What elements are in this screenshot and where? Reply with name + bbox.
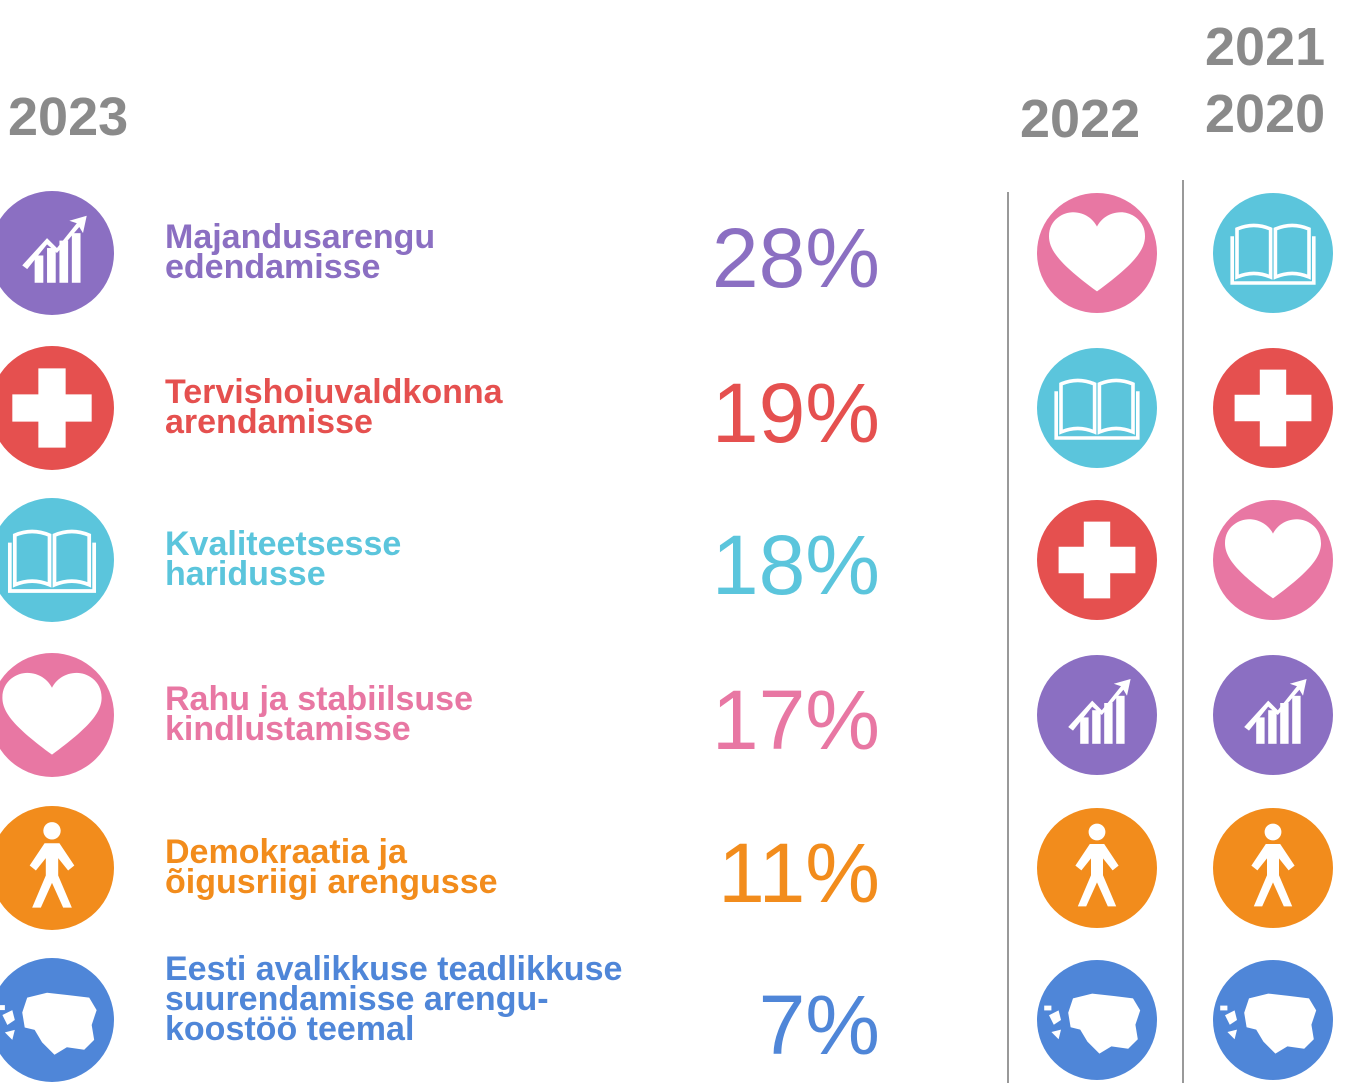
item-label: arendamisse <box>165 403 373 441</box>
item-percent: 28% <box>712 211 880 305</box>
item-label: koostöö teemal <box>165 1010 414 1048</box>
item-label: õigusriigi arengusse <box>165 863 498 901</box>
icon-circle <box>0 191 114 315</box>
item-label: kindlustamisse <box>165 710 411 748</box>
item-label: Rahu ja stabiilsuse <box>165 680 473 718</box>
item-label: edendamisse <box>165 248 380 286</box>
item-label: Majandusarengu <box>165 218 435 256</box>
icon-circle <box>0 498 114 622</box>
item-label: Eesti avalikkuse teadlikkuse <box>165 950 622 988</box>
item-percent: 17% <box>712 673 880 767</box>
item-percent: 19% <box>712 366 880 460</box>
year-2023: 2023 <box>8 87 128 147</box>
item-label: Demokraatia ja <box>165 833 408 871</box>
year-2021: 2021 <box>1205 17 1325 77</box>
item-percent: 18% <box>712 518 880 612</box>
item-label: Tervishoiuvaldkonna <box>165 373 504 411</box>
item-label: suurendamisse arengu- <box>165 980 549 1018</box>
item-label: Kvaliteetsesse <box>165 525 401 563</box>
item-percent: 7% <box>759 978 880 1072</box>
item-label: haridusse <box>165 555 326 593</box>
item-percent: 11% <box>718 826 880 920</box>
year-2020: 2020 <box>1205 84 1325 144</box>
year-2022: 2022 <box>1020 89 1140 149</box>
